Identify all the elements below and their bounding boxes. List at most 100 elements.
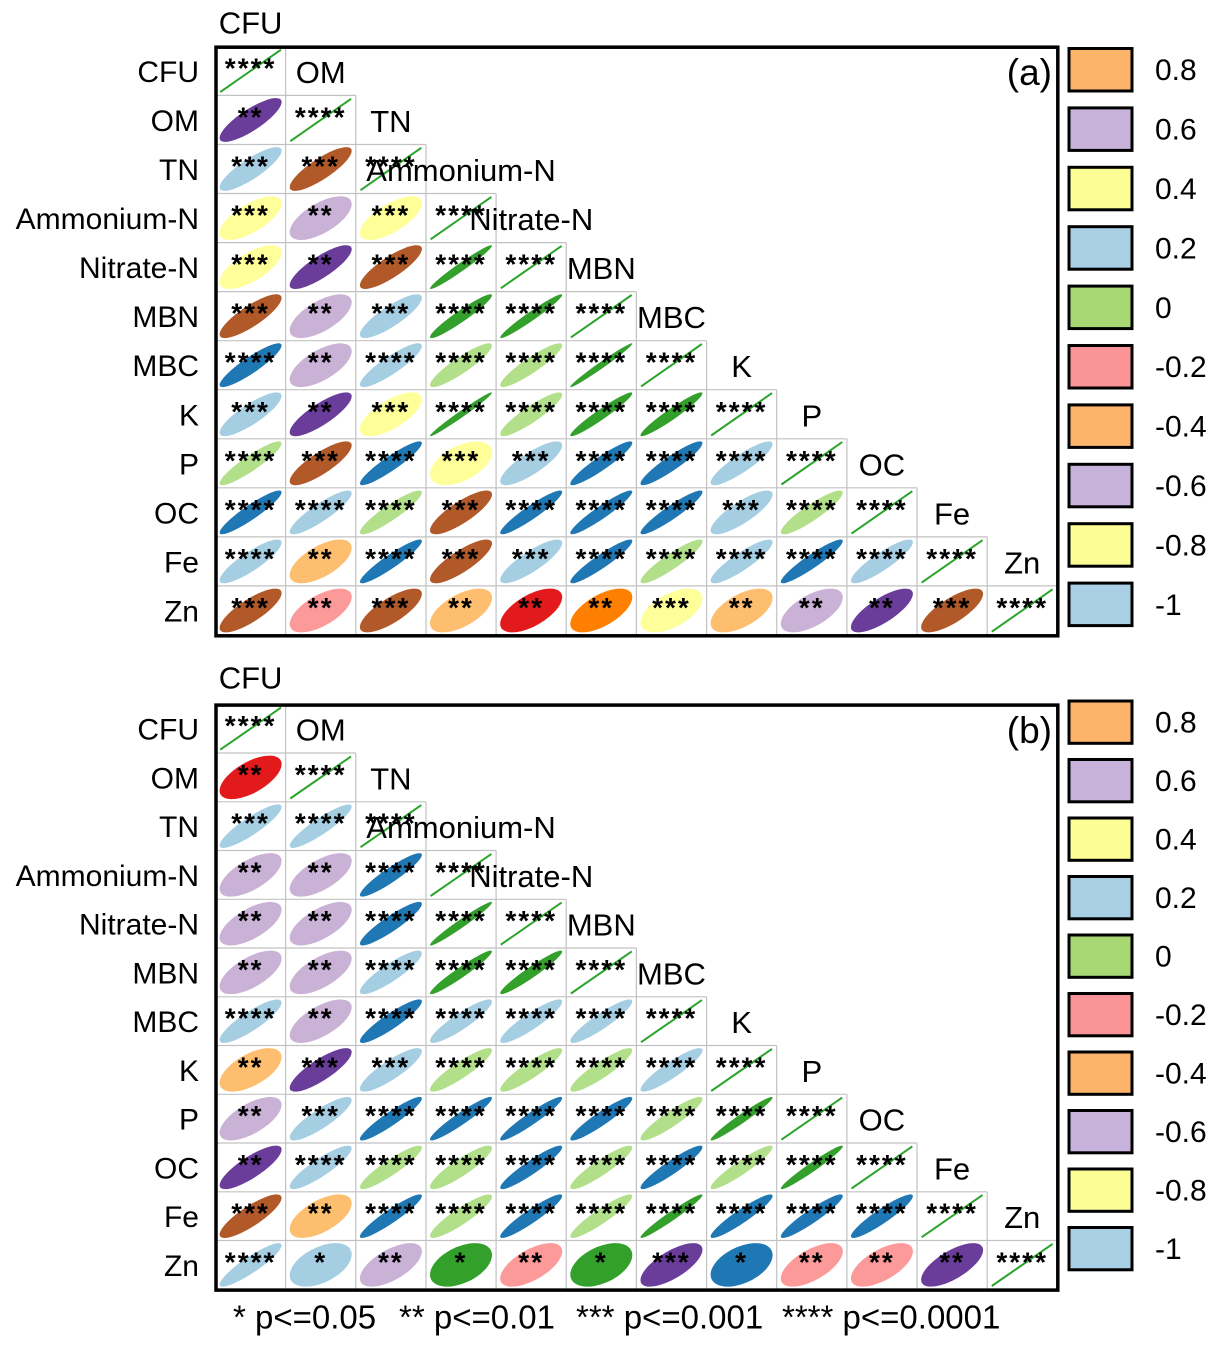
svg-text:0.4: 0.4 [1155,173,1197,206]
svg-text:*** p<=0.001: *** p<=0.001 [576,1299,763,1336]
svg-text:****: **** [225,543,277,574]
svg-text:**: ** [799,1246,825,1277]
svg-text:****: **** [435,1100,487,1131]
svg-text:P: P [179,448,199,481]
svg-text:***: *** [231,151,270,182]
svg-text:OC: OC [859,447,906,482]
svg-text:0.2: 0.2 [1155,232,1197,265]
svg-text:**: ** [308,856,334,887]
svg-text:-0.2: -0.2 [1155,351,1207,384]
svg-text:****: **** [225,52,277,83]
svg-text:**: ** [308,298,334,329]
svg-text:****: **** [505,905,557,936]
svg-text:****: **** [365,494,417,525]
svg-text:**: ** [238,759,264,790]
svg-text:Fe: Fe [164,1201,199,1234]
svg-text:****: **** [716,1198,768,1229]
svg-text:****: **** [576,298,628,329]
svg-text:Fe: Fe [934,1151,970,1186]
svg-text:*: * [595,1246,608,1277]
svg-text:**: ** [799,592,825,623]
svg-text:**: ** [939,1246,965,1277]
svg-text:0.6: 0.6 [1155,765,1197,798]
svg-text:OC: OC [859,1103,906,1138]
svg-text:****: **** [716,1149,768,1180]
svg-text:**: ** [308,954,334,985]
svg-text:****: **** [786,1100,838,1131]
svg-text:-0.2: -0.2 [1155,999,1207,1032]
svg-text:*: * [314,1246,327,1277]
svg-text:****: **** [435,1149,487,1180]
svg-text:*: * [735,1246,748,1277]
svg-text:****: **** [786,1149,838,1180]
svg-text:**: ** [238,905,264,936]
svg-text:****: **** [505,347,557,378]
svg-text:-1: -1 [1155,589,1182,622]
svg-text:**: ** [588,592,614,623]
svg-text:****: **** [996,592,1048,623]
svg-text:K: K [179,1055,199,1088]
svg-text:***: *** [372,1051,411,1082]
svg-text:(a): (a) [1007,52,1052,93]
svg-text:****: **** [576,1003,628,1034]
svg-text:(b): (b) [1007,710,1052,751]
svg-text:MBN: MBN [132,301,199,334]
svg-text:****: **** [576,1149,628,1180]
svg-text:Ammonium-N: Ammonium-N [366,153,555,188]
svg-text:****: **** [435,298,487,329]
svg-text:****: **** [505,298,557,329]
svg-text:****: **** [295,808,347,839]
svg-text:CFU: CFU [219,5,283,40]
svg-text:****: **** [295,759,347,790]
svg-text:-0.4: -0.4 [1155,1058,1207,1091]
svg-text:***: *** [442,494,481,525]
svg-text:**: ** [308,1198,334,1229]
svg-text:TN: TN [370,104,411,139]
svg-text:Ammonium-N: Ammonium-N [16,203,199,236]
svg-text:OM: OM [296,55,346,90]
svg-text:Nitrate-N: Nitrate-N [469,202,593,237]
svg-text:****: **** [365,1003,417,1034]
svg-text:0.6: 0.6 [1155,114,1197,147]
svg-text:***: *** [442,445,481,476]
svg-text:**: ** [448,592,474,623]
svg-text:**: ** [729,592,755,623]
svg-text:**: ** [518,1246,544,1277]
svg-text:****: **** [856,543,908,574]
svg-text:***: *** [512,445,551,476]
svg-text:**: ** [308,1003,334,1034]
svg-text:****: **** [576,1100,628,1131]
svg-text:***: *** [301,1051,340,1082]
svg-text:MBN: MBN [567,908,636,943]
svg-text:***: *** [231,396,270,427]
svg-text:MBC: MBC [637,956,706,991]
svg-text:**: ** [308,200,334,231]
svg-text:****: **** [856,1149,908,1180]
svg-text:***: *** [722,494,761,525]
svg-text:****: **** [365,151,417,182]
svg-text:****: **** [505,1051,557,1082]
svg-text:CFU: CFU [219,660,283,695]
svg-text:Ammonium-N: Ammonium-N [16,860,199,893]
svg-text:****: **** [505,494,557,525]
svg-text:***: *** [231,808,270,839]
svg-text:**: ** [869,1246,895,1277]
svg-text:****: **** [716,543,768,574]
svg-text:****: **** [225,347,277,378]
svg-text:CFU: CFU [137,56,199,89]
svg-text:**: ** [238,1149,264,1180]
svg-text:***: *** [372,200,411,231]
svg-text:****: **** [435,1051,487,1082]
svg-text:P: P [801,1054,822,1089]
svg-text:**: ** [308,592,334,623]
svg-text:CFU: CFU [137,714,199,747]
svg-text:**** p<=0.0001: **** p<=0.0001 [782,1299,1000,1336]
svg-text:****: **** [786,1198,838,1229]
svg-text:TN: TN [370,761,411,796]
svg-text:MBN: MBN [132,957,199,990]
svg-text:****: **** [576,445,628,476]
svg-text:****: **** [365,856,417,887]
svg-text:****: **** [225,1003,277,1034]
svg-text:****: **** [505,396,557,427]
svg-text:****: **** [576,347,628,378]
